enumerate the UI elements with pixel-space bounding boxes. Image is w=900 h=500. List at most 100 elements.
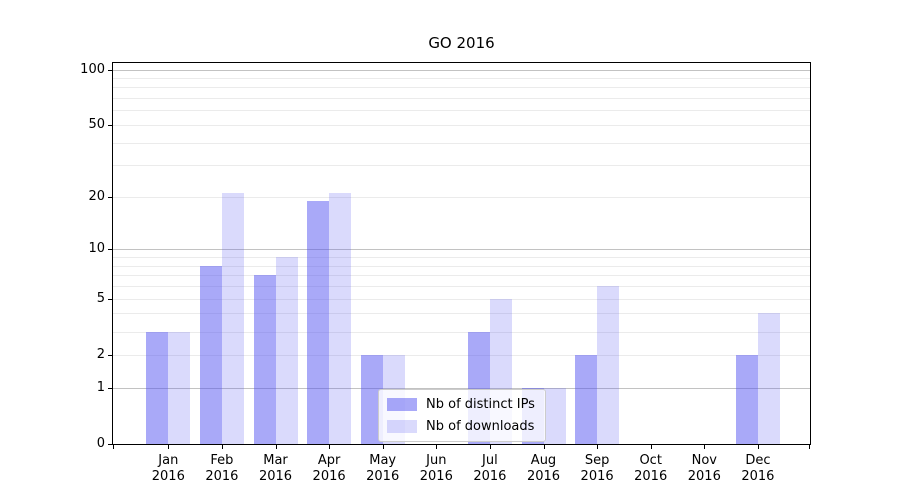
x-axis-tick <box>168 445 170 449</box>
legend-row-downloads: Nb of downloads <box>387 419 535 434</box>
bar-downloads-sep <box>597 286 620 444</box>
y-axis-tick-label: 1 <box>96 379 105 395</box>
x-axis-tick <box>275 445 277 449</box>
x-axis-tick <box>597 445 599 449</box>
bar-distinct-ips-may <box>360 354 383 444</box>
bar-downloads-aug <box>543 387 566 444</box>
year-label: 2016 <box>258 469 293 484</box>
year-label: 2016 <box>580 469 614 484</box>
y-axis-tick <box>108 249 112 251</box>
x-axis-tick <box>650 445 652 449</box>
y-axis-tick-label: 10 <box>88 241 105 257</box>
minor-gridline <box>113 124 810 126</box>
y-axis-tick-label: 0 <box>96 436 105 451</box>
minor-gridline <box>113 331 810 333</box>
x-axis-tick <box>221 445 223 449</box>
x-axis-tick-label: Jul 2016 <box>462 453 518 485</box>
plot-area: 0 1 2 5 10 20 50 100 Jan 2016 Feb 2016 Mar 2016 Apr 201… <box>80 62 811 484</box>
month-label: Apr <box>317 453 341 468</box>
y-axis-tick <box>108 196 112 198</box>
month-label: Jul <box>482 453 498 468</box>
major-gridline <box>113 387 810 389</box>
year-label: 2016 <box>526 469 561 484</box>
x-axis-tick-label: Aug 2016 <box>516 453 572 485</box>
x-axis-tick <box>382 445 384 449</box>
x-axis-tick-label: Oct 2016 <box>623 453 679 485</box>
minor-gridline <box>113 110 810 112</box>
x-axis-tick-label: Sep 2016 <box>569 453 625 485</box>
minor-gridline <box>113 142 810 144</box>
minor-gridline <box>113 165 810 167</box>
legend: Nb of distinct IPs Nb of downloads <box>378 389 546 442</box>
month-label: May <box>369 453 397 468</box>
year-label: 2016 <box>151 469 185 484</box>
year-label: 2016 <box>366 469 400 484</box>
year-label: 2016 <box>419 469 453 484</box>
month-label: Feb <box>210 453 234 468</box>
y-axis-tick-label: 100 <box>80 61 105 77</box>
minor-gridline <box>113 257 810 259</box>
legend-label-downloads: Nb of downloads <box>426 419 535 434</box>
x-axis-tick <box>489 445 491 449</box>
bar-downloads-apr <box>329 193 352 444</box>
month-label: Jan <box>158 453 179 468</box>
bar-downloads-feb <box>221 193 244 444</box>
month-label: Oct <box>639 453 662 468</box>
chart-title: GO 2016 <box>428 34 495 52</box>
bar-distinct-ips-dec <box>735 354 758 444</box>
x-axis-tick <box>757 445 759 449</box>
y-axis-tick <box>108 298 112 300</box>
y-axis-tick-label: 2 <box>96 346 105 362</box>
x-axis-tick <box>436 445 438 449</box>
bar-distinct-ips-feb <box>199 265 222 444</box>
month-label: Jun <box>426 453 447 468</box>
x-axis-edge-tick <box>113 445 114 449</box>
x-axis-tick-label: Feb 2016 <box>194 453 250 485</box>
y-axis-tick-label: 20 <box>88 188 105 204</box>
year-label: 2016 <box>312 469 346 484</box>
minor-gridline <box>113 87 810 89</box>
month-label: Aug <box>530 453 557 468</box>
minor-gridline <box>113 196 810 198</box>
year-label: 2016 <box>473 469 507 484</box>
bar-downloads-jan <box>168 331 191 444</box>
year-label: 2016 <box>634 469 668 484</box>
minor-gridline <box>113 98 810 100</box>
minor-gridline <box>113 354 810 356</box>
minor-gridline <box>113 265 810 267</box>
legend-row-distinct-ips: Nb of distinct IPs <box>387 397 535 412</box>
minor-gridline <box>113 275 810 277</box>
major-gridline <box>113 69 810 71</box>
bar-downloads-mar <box>275 257 298 444</box>
x-axis-tick-label: Nov 2016 <box>676 453 732 485</box>
bar-distinct-ips-sep <box>575 354 598 444</box>
month-label: Mar <box>263 453 288 468</box>
minor-gridline <box>113 77 810 79</box>
y-axis-tick <box>108 124 112 126</box>
minor-gridline <box>113 313 810 315</box>
bar-distinct-ips-apr <box>307 200 330 444</box>
x-axis-tick <box>704 445 706 449</box>
month-label: Nov <box>691 453 717 468</box>
month-label: Dec <box>745 453 771 468</box>
y-axis-tick-label: 5 <box>96 290 105 306</box>
minor-gridline <box>113 298 810 300</box>
month-label: Sep <box>584 453 610 468</box>
year-label: 2016 <box>741 469 775 484</box>
legend-swatch-downloads <box>387 420 417 433</box>
year-label: 2016 <box>687 469 721 484</box>
year-label: 2016 <box>205 469 239 484</box>
x-axis-tick-label: Dec 2016 <box>730 453 786 485</box>
bar-distinct-ips-mar <box>253 275 276 444</box>
bar-distinct-ips-jan <box>146 331 169 444</box>
x-axis-tick-label: May 2016 <box>355 453 411 485</box>
bar-downloads-dec <box>757 313 780 444</box>
minor-gridline <box>113 286 810 288</box>
x-axis-tick-label: Jan 2016 <box>140 453 196 485</box>
x-axis-tick-label: Apr 2016 <box>301 453 357 485</box>
x-axis-tick-label: Jun 2016 <box>408 453 464 485</box>
legend-swatch-distinct-ips <box>387 398 417 411</box>
x-axis-tick <box>543 445 545 449</box>
y-axis-tick <box>108 354 112 356</box>
x-axis-edge-tick <box>809 445 810 449</box>
